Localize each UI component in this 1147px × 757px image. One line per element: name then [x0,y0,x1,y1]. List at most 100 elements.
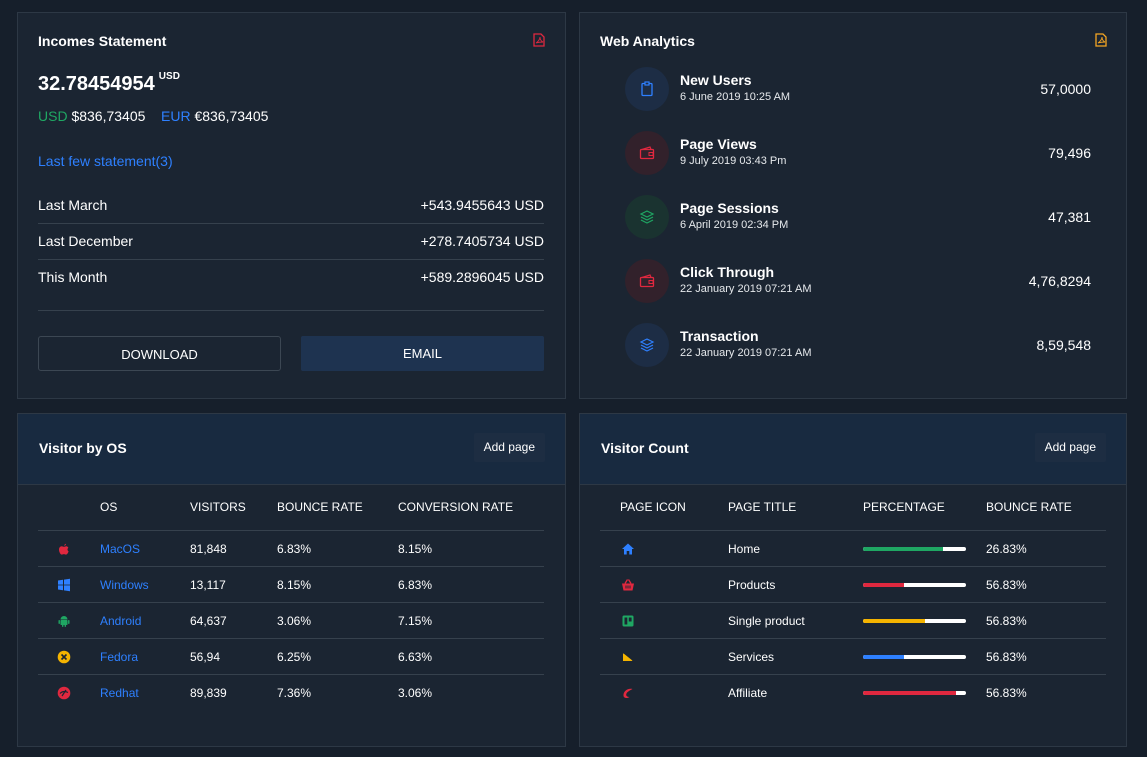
analytics-item-title: New Users [680,72,752,88]
analytics-item-title: Page Sessions [680,200,779,216]
visitor-by-os-card: Visitor by OS Add page OS VISITORS BOUNC… [17,413,566,747]
affiliate-icon [623,688,633,699]
os-bounce-rate: 3.06% [277,614,312,628]
percentage-bar-fill [863,655,905,659]
percentage-bar [863,547,966,551]
analytics-item-title: Page Views [680,136,757,152]
analytics-item-page-sessions: Page Sessions 6 April 2019 02:34 PM 47,3… [625,195,1091,241]
percentage-bar [863,691,966,695]
analytics-icon-circle [625,195,669,239]
column-header-bounce-rate: BOUNCE RATE [277,500,363,514]
analytics-item-title: Transaction [680,328,759,344]
analytics-item-new-users: New Users 6 June 2019 10:25 AM 57,0000 [625,67,1091,113]
column-header-os: OS [100,500,118,514]
card-header: Visitor Count Add page [580,414,1126,485]
percentage-bar [863,655,966,659]
percentage-bar-fill [863,583,905,587]
column-header-conversion-rate: CONVERSION RATE [398,500,514,514]
wallet-icon [639,146,655,160]
page-title: Affiliate [728,686,768,700]
page-bounce-rate: 56.83% [986,578,1027,592]
card-title: Incomes Statement [38,33,167,49]
pdf-icon[interactable] [1095,33,1107,47]
add-page-button[interactable]: Add page [1034,433,1106,462]
statement-row: Last December +278.7405734 USD [38,223,544,260]
statement-row: Last March +543.9455643 USD [38,187,544,224]
divider [600,602,1106,603]
os-visitors: 89,839 [190,686,227,700]
os-bounce-rate: 6.25% [277,650,312,664]
add-page-button[interactable]: Add page [473,433,545,462]
card-title: Visitor by OS [39,440,127,456]
divider [600,530,1106,531]
page-title: Home [728,542,761,556]
basket-icon [622,579,634,591]
windows-icon [58,578,70,592]
card-title: Visitor Count [601,440,689,456]
divider [38,674,544,675]
page-title: Services [728,650,775,664]
web-analytics-card: Web Analytics New Users 6 June 2019 10:2… [579,12,1127,399]
eur-value: €836,73405 [194,108,269,124]
pdf-icon[interactable] [533,33,545,47]
os-conversion-rate: 6.83% [398,578,433,592]
analytics-icon-circle [625,67,669,111]
analytics-item-click-through: Click Through 22 January 2019 07:21 AM 4… [625,259,1091,305]
balance-unit: USD [158,71,180,82]
layers-icon [639,210,655,224]
page-title: Products [728,578,776,592]
os-name[interactable]: MacOS [100,542,141,556]
page-bounce-rate: 56.83% [986,650,1027,664]
os-conversion-rate: 3.06% [398,686,433,700]
statement-value: +589.2896045 USD [420,269,544,285]
statement-value: +278.7405734 USD [420,233,544,249]
statement-row: This Month +589.2896045 USD [38,259,544,295]
incomes-statement-card: Incomes Statement 32.78454954 USD USD $83… [17,12,566,399]
usd-value: $836,73405 [71,108,146,124]
analytics-icon-circle [625,259,669,303]
percentage-bar [863,619,966,623]
percentage-bar-fill [863,547,944,551]
analytics-item-date: 6 April 2019 02:34 PM [680,219,789,231]
statement-label: This Month [38,269,108,285]
os-name[interactable]: Fedora [100,650,139,664]
divider [600,638,1106,639]
os-name[interactable]: Redhat [100,686,139,700]
analytics-item-transaction: Transaction 22 January 2019 07:21 AM 8,5… [625,323,1091,369]
os-bounce-rate: 7.36% [277,686,312,700]
trello-icon [622,615,634,627]
os-name[interactable]: Android [100,614,142,628]
apple-icon [59,543,69,555]
services-icon [622,652,634,662]
divider [38,638,544,639]
percentage-bar-fill [863,691,956,695]
statement-value: +543.9455643 USD [420,197,544,213]
layers-icon [639,338,655,352]
balance-value: 32.78454954 [38,73,155,95]
usd-label: USD [38,108,68,124]
os-conversion-rate: 8.15% [398,542,433,556]
percentage-bar [863,583,966,587]
analytics-item-value: 47,381 [1048,209,1091,225]
os-visitors: 64,637 [190,614,227,628]
os-name[interactable]: Windows [100,578,149,592]
email-button[interactable]: EMAIL [301,336,544,371]
usd-balance: USD $836,73405 [38,108,145,124]
analytics-item-value: 57,0000 [1040,81,1091,97]
divider [38,530,544,531]
column-header-bounce-rate: BOUNCE RATE [986,500,1072,514]
analytics-item-date: 22 January 2019 07:21 AM [680,347,812,359]
wallet-icon [639,274,655,288]
page-bounce-rate: 56.83% [986,614,1027,628]
analytics-item-date: 6 June 2019 10:25 AM [680,91,791,103]
analytics-item-value: 79,496 [1048,145,1091,161]
page-title: Single product [728,614,805,628]
statement-label: Last December [38,233,133,249]
download-button[interactable]: DOWNLOAD [38,336,281,371]
analytics-item-date: 9 July 2019 03:43 Pm [680,155,787,167]
home-icon [622,543,634,555]
last-statements-link[interactable]: Last few statement(3) [38,153,173,169]
page-bounce-rate: 56.83% [986,686,1027,700]
analytics-item-page-views: Page Views 9 July 2019 03:43 Pm 79,496 [625,131,1091,177]
os-visitors: 56,94 [190,650,221,664]
